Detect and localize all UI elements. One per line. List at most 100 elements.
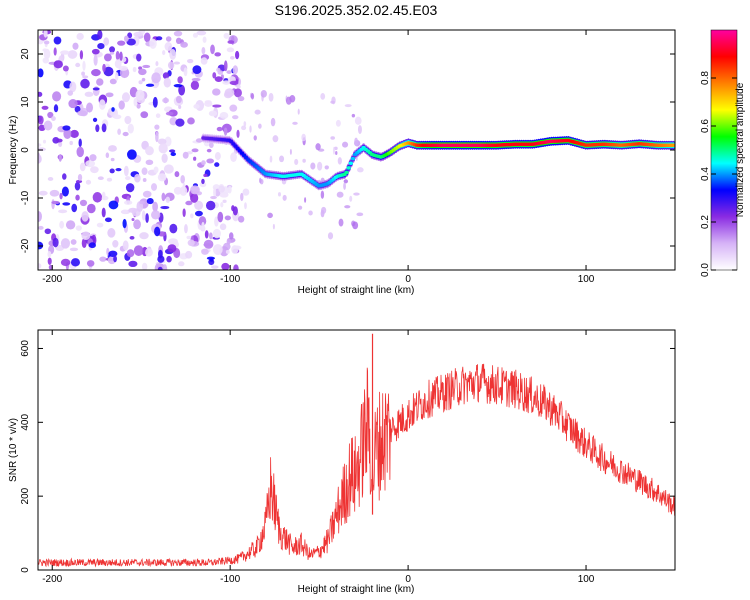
noise-blob xyxy=(53,47,57,56)
noise-blob xyxy=(343,179,349,184)
noise-blob xyxy=(228,232,234,240)
noise-blob xyxy=(187,59,194,64)
noise-blob xyxy=(203,173,208,178)
noise-blob xyxy=(165,36,172,42)
noise-blob xyxy=(173,83,183,88)
noise-blob xyxy=(42,48,48,52)
colorbar-ticks: 0.0 0.2 0.4 0.6 0.8 xyxy=(700,71,737,277)
noise-blob xyxy=(109,51,115,55)
x-tick-label: -100 xyxy=(220,574,240,585)
noise-blob xyxy=(162,97,170,104)
x-tick-label: -100 xyxy=(220,274,240,285)
y-tick-label: 400 xyxy=(20,414,31,431)
noise-blob xyxy=(223,60,228,72)
noise-blob xyxy=(86,203,96,214)
noise-blob xyxy=(67,90,74,96)
noise-blob xyxy=(155,113,161,119)
noise-blob xyxy=(204,230,209,239)
noise-blob xyxy=(152,201,158,212)
noise-blob xyxy=(88,242,96,249)
noise-blob xyxy=(302,158,306,163)
noise-blob xyxy=(166,255,172,263)
snr-y-label: SNR (10 * v/v) xyxy=(8,418,19,482)
noise-blob xyxy=(180,174,185,184)
noise-blob xyxy=(334,146,338,151)
noise-blob xyxy=(118,65,128,71)
noise-blob xyxy=(165,196,171,203)
noise-blob xyxy=(79,199,88,207)
snr-x-label: Height of straight line (km) xyxy=(298,584,415,595)
noise-blob xyxy=(142,190,152,198)
noise-blob xyxy=(111,107,115,112)
noise-blob xyxy=(230,152,237,163)
noise-blob xyxy=(103,66,114,77)
noise-blob xyxy=(125,183,135,193)
noise-blob xyxy=(53,104,59,113)
noise-blob xyxy=(70,258,81,267)
noise-blob xyxy=(185,250,193,259)
noise-blob xyxy=(357,167,364,173)
y-tick-label: -20 xyxy=(20,238,31,253)
noise-blob xyxy=(42,139,47,144)
track-point xyxy=(350,156,356,161)
noise-blob xyxy=(220,202,224,208)
noise-blob xyxy=(317,161,323,171)
noise-blob xyxy=(208,142,214,149)
noise-blob xyxy=(151,210,161,220)
noise-blob xyxy=(122,131,129,137)
noise-blob xyxy=(352,221,359,230)
y-tick-label: 0 xyxy=(20,567,31,573)
noise-blob xyxy=(38,211,42,222)
noise-blob xyxy=(272,223,275,230)
noise-blob xyxy=(108,145,117,152)
noise-blob xyxy=(81,211,89,222)
noise-blob xyxy=(229,104,238,112)
noise-blob xyxy=(62,125,71,131)
noise-blob xyxy=(90,166,99,174)
noise-blob xyxy=(109,46,116,53)
noise-blob xyxy=(160,205,170,210)
noise-blob xyxy=(121,92,131,103)
noise-blob xyxy=(71,203,78,213)
noise-blob xyxy=(118,100,125,110)
noise-blob xyxy=(232,115,239,120)
noise-blob xyxy=(133,245,144,256)
noise-blob xyxy=(219,223,227,231)
noise-blob xyxy=(133,97,138,107)
noise-blob xyxy=(153,166,159,174)
noise-blob xyxy=(165,111,174,116)
noise-blob xyxy=(122,209,128,214)
y-tick-label: 200 xyxy=(20,487,31,504)
noise-blob xyxy=(320,92,326,100)
noise-blob xyxy=(191,77,201,82)
colorbar-tick-label: 0.0 xyxy=(700,263,711,277)
noise-blob xyxy=(133,31,144,37)
noise-blob xyxy=(221,262,230,270)
noise-blob xyxy=(301,133,306,142)
noise-blob xyxy=(190,213,194,219)
noise-blob xyxy=(95,124,100,133)
noise-blob xyxy=(173,61,181,65)
noise-blob xyxy=(60,238,71,249)
noise-blob xyxy=(96,78,104,86)
noise-blob xyxy=(74,105,81,113)
noise-blob xyxy=(224,215,232,221)
y-tick-label: 20 xyxy=(20,48,31,60)
noise-blob xyxy=(59,192,63,200)
colorbar-tick-label: 0.8 xyxy=(700,71,711,85)
noise-blob xyxy=(155,36,163,41)
noise-blob xyxy=(122,218,127,229)
noise-blob xyxy=(114,59,122,69)
noise-blob xyxy=(310,162,316,170)
noise-blob xyxy=(178,84,186,96)
noise-blob xyxy=(155,61,159,67)
noise-blob xyxy=(38,190,48,196)
noise-blob xyxy=(65,220,76,230)
noise-blob xyxy=(201,178,205,185)
noise-blob xyxy=(212,244,223,255)
noise-blob xyxy=(163,77,171,88)
noise-blob xyxy=(272,135,279,143)
noise-blob xyxy=(195,138,203,143)
noise-blob xyxy=(53,36,62,45)
